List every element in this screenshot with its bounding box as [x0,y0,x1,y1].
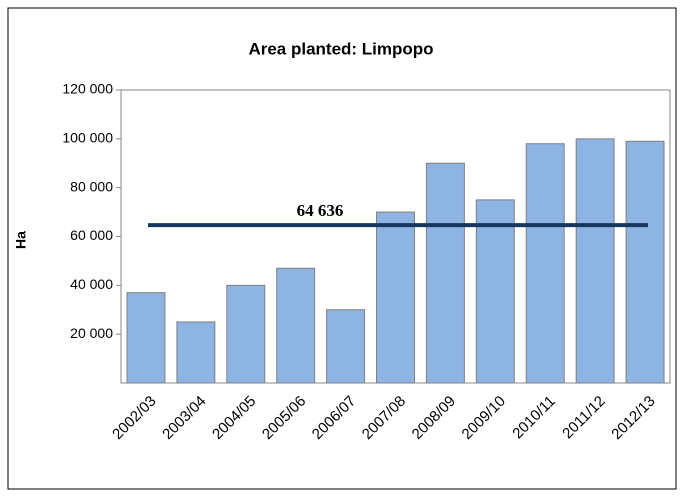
y-tick-label: 80 000 [70,178,113,194]
y-tick-label: 60 000 [70,227,113,243]
bar [625,140,665,384]
bar [326,309,366,384]
bar [525,143,565,384]
bar [425,162,465,384]
bar [276,267,316,384]
bar [475,199,515,384]
bar [226,284,266,384]
y-tick-label: 20 000 [70,325,113,341]
chart-title: Area planted: Limpopo [248,39,433,58]
bar [376,211,415,384]
y-tick-label: 40 000 [70,276,113,292]
y-tick-label: 100 000 [62,130,113,146]
bar [575,138,615,384]
y-axis-label: Ha [13,231,29,249]
average-label: 64 636 [297,201,344,220]
bar [126,292,166,384]
y-tick-label: 120 000 [62,81,113,97]
bar [176,321,216,384]
